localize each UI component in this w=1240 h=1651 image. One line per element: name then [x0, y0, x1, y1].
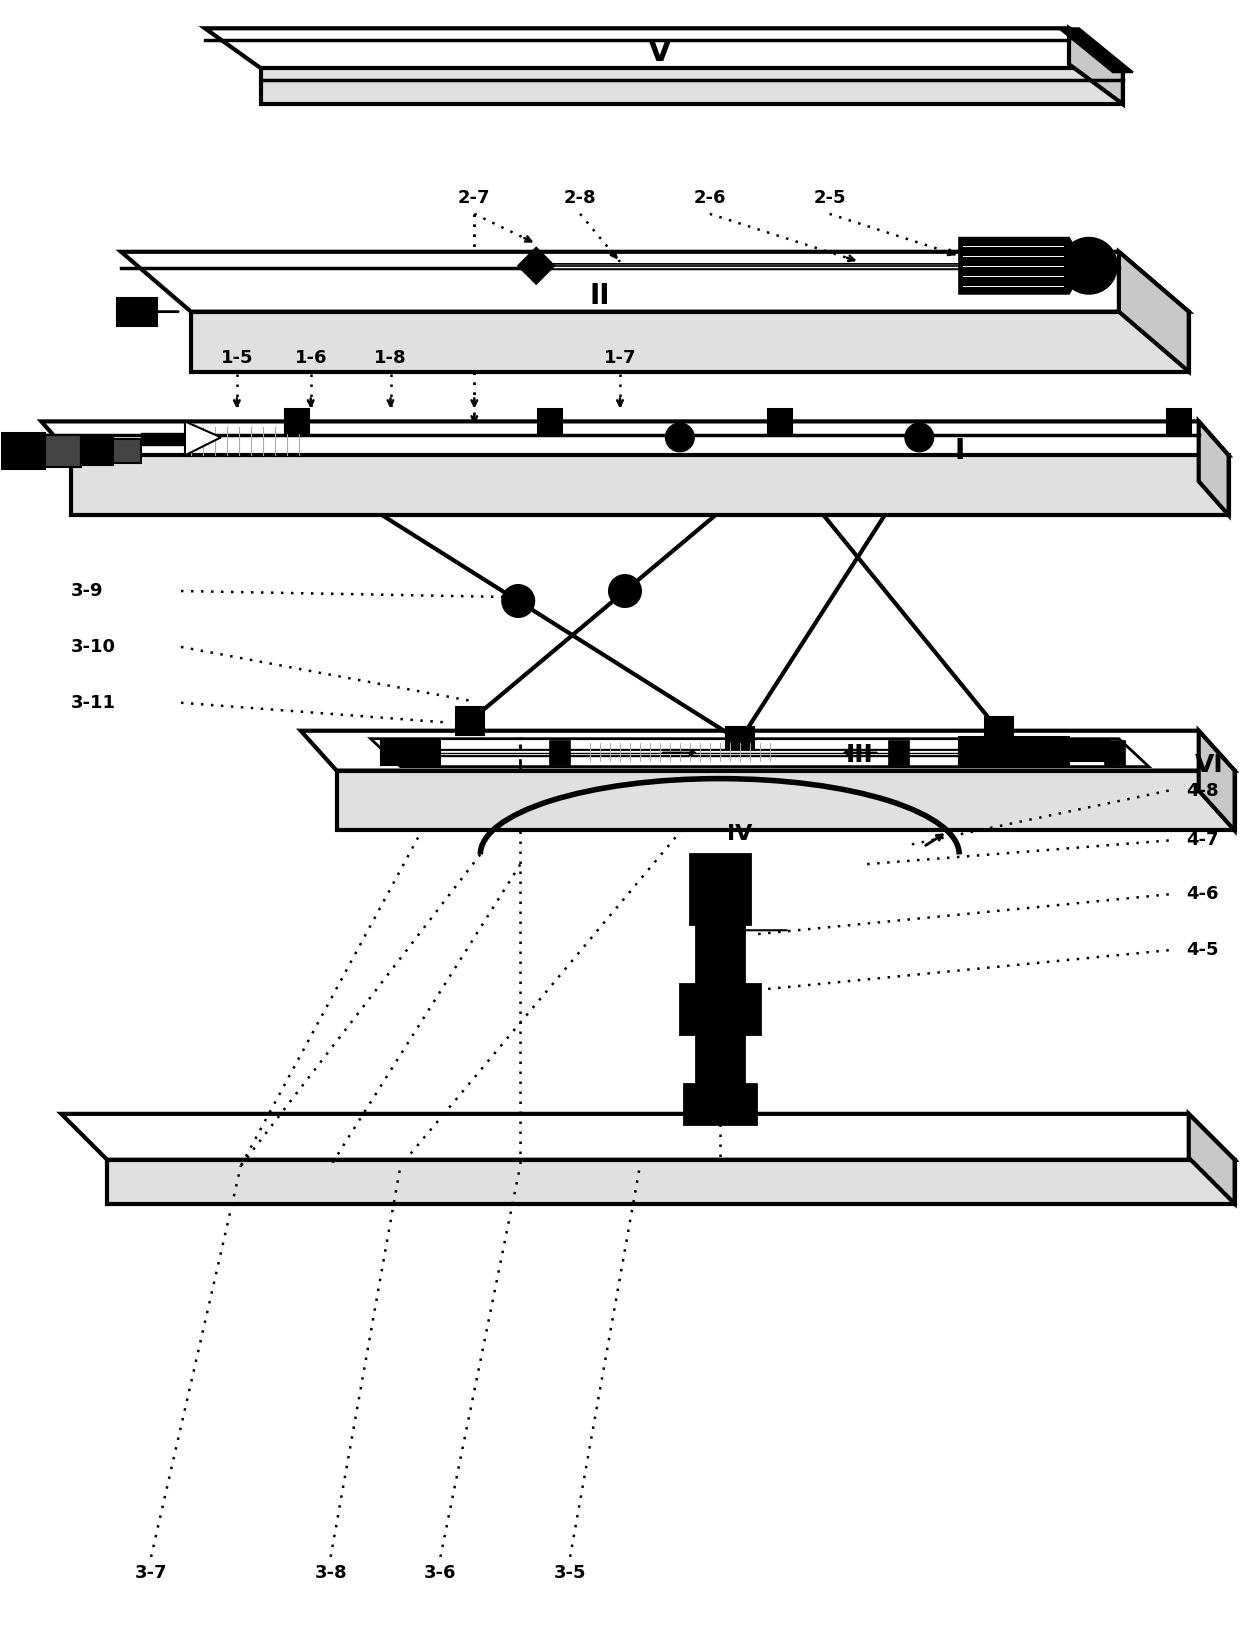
- Bar: [683, 1085, 755, 1124]
- Text: 4-7: 4-7: [1187, 832, 1219, 850]
- Polygon shape: [1199, 421, 1229, 515]
- Bar: [401, 741, 420, 764]
- Bar: [551, 741, 570, 764]
- Bar: [381, 741, 440, 764]
- Polygon shape: [1118, 253, 1189, 371]
- Polygon shape: [301, 731, 1235, 771]
- Bar: [889, 741, 909, 764]
- Text: 4-5: 4-5: [1187, 941, 1219, 959]
- Text: 2-7: 2-7: [458, 188, 491, 206]
- Polygon shape: [1069, 28, 1123, 104]
- Bar: [689, 855, 750, 925]
- Bar: [285, 409, 309, 433]
- Bar: [1069, 741, 1109, 761]
- Text: 2-8: 2-8: [564, 188, 596, 206]
- Circle shape: [502, 584, 534, 617]
- Text: 4-6: 4-6: [1187, 885, 1219, 903]
- Text: 2-5: 2-5: [813, 188, 846, 206]
- Bar: [768, 409, 791, 433]
- Text: I: I: [954, 438, 965, 466]
- Bar: [1105, 741, 1125, 764]
- Circle shape: [905, 423, 934, 451]
- Text: IV: IV: [727, 824, 753, 844]
- Bar: [696, 925, 744, 984]
- Text: 3-8: 3-8: [314, 1563, 347, 1582]
- Text: 3-10: 3-10: [71, 637, 117, 655]
- Text: 1-8: 1-8: [374, 348, 407, 367]
- Text: 3-5: 3-5: [554, 1563, 587, 1582]
- Bar: [46, 436, 81, 467]
- Text: 3-11: 3-11: [71, 693, 117, 712]
- Text: 2-6: 2-6: [693, 188, 727, 206]
- Text: 4-8: 4-8: [1185, 781, 1219, 799]
- Circle shape: [609, 575, 641, 608]
- Polygon shape: [960, 238, 1079, 294]
- Bar: [113, 439, 141, 464]
- Text: II: II: [590, 282, 610, 310]
- Bar: [456, 707, 485, 735]
- Polygon shape: [122, 253, 1189, 312]
- Bar: [986, 717, 1013, 745]
- Bar: [1167, 409, 1190, 433]
- Bar: [117, 297, 157, 325]
- Polygon shape: [61, 1114, 1235, 1159]
- Bar: [680, 984, 760, 1034]
- Polygon shape: [260, 68, 1123, 104]
- Bar: [1, 433, 46, 469]
- Text: 3-7: 3-7: [135, 1563, 167, 1582]
- Text: V: V: [649, 38, 672, 66]
- Polygon shape: [1199, 731, 1235, 830]
- Polygon shape: [1189, 1114, 1235, 1204]
- Bar: [960, 736, 1069, 764]
- Polygon shape: [185, 421, 221, 456]
- Polygon shape: [41, 421, 1229, 456]
- Text: 1-5: 1-5: [221, 348, 253, 367]
- Text: III: III: [846, 743, 873, 766]
- Text: 1-6: 1-6: [294, 348, 327, 367]
- Bar: [141, 433, 201, 446]
- Polygon shape: [191, 312, 1189, 371]
- Circle shape: [666, 423, 694, 451]
- Bar: [696, 1034, 744, 1085]
- Polygon shape: [336, 771, 1235, 830]
- Polygon shape: [205, 28, 1123, 68]
- Polygon shape: [518, 248, 554, 284]
- Bar: [725, 726, 754, 755]
- Polygon shape: [1059, 28, 1133, 73]
- Text: 3-9: 3-9: [71, 583, 104, 599]
- Polygon shape: [71, 456, 1229, 515]
- Polygon shape: [107, 1159, 1235, 1204]
- Bar: [538, 409, 562, 433]
- Circle shape: [1061, 238, 1117, 294]
- Bar: [81, 438, 113, 466]
- Polygon shape: [371, 738, 1148, 766]
- Text: 3-6: 3-6: [424, 1563, 456, 1582]
- Text: 1-7: 1-7: [604, 348, 636, 367]
- Text: VI: VI: [1194, 753, 1224, 776]
